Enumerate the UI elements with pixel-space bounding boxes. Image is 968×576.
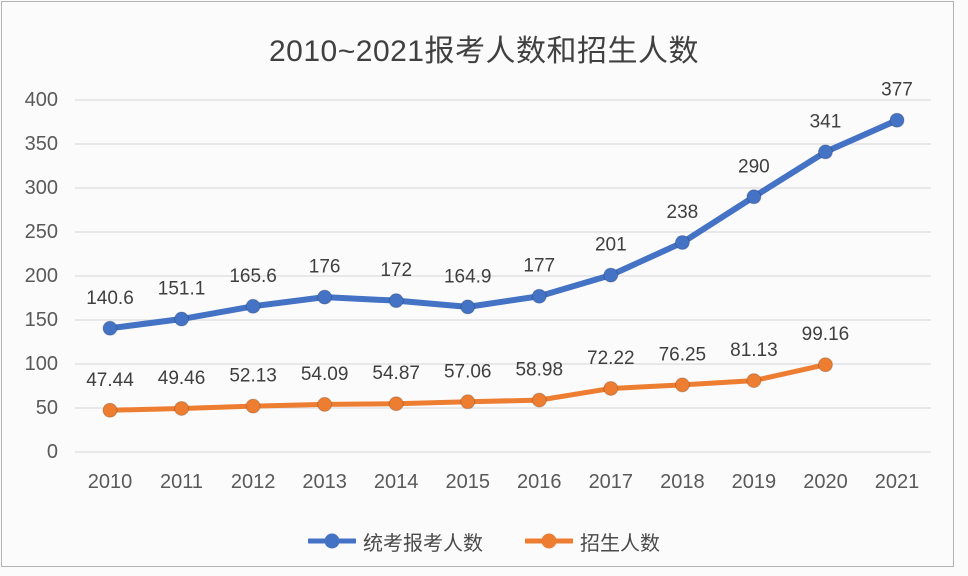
- data-point-marker: [460, 299, 476, 315]
- data-point-label: 52.13: [229, 366, 277, 387]
- data-point-label: 47.44: [86, 370, 134, 391]
- data-point-label: 81.13: [730, 340, 778, 361]
- data-point-marker: [388, 293, 404, 309]
- x-tick-label: 2010: [88, 471, 133, 493]
- x-tick-label: 2013: [302, 471, 347, 493]
- data-point-label: 49.46: [158, 368, 206, 389]
- chart-legend: 统考报考人数 招生人数: [0, 524, 968, 558]
- legend-line-marker-swatch: [525, 533, 573, 549]
- data-point-marker: [317, 396, 333, 412]
- data-point-label: 140.6: [86, 288, 134, 309]
- data-point-marker: [317, 289, 333, 305]
- data-point-marker: [817, 357, 833, 373]
- data-point-label: 290: [738, 156, 770, 177]
- data-point-label: 57.06: [444, 361, 492, 382]
- y-tick-label: 250: [25, 221, 58, 243]
- data-point-label: 151.1: [158, 279, 206, 300]
- data-point-label: 177: [523, 256, 555, 277]
- y-tick-label: 50: [36, 397, 58, 419]
- data-point-marker: [245, 398, 261, 414]
- data-point-marker: [746, 373, 762, 389]
- chart-title: 2010~2021报考人数和招生人数: [269, 35, 699, 68]
- data-point-label: 54.09: [301, 364, 349, 385]
- data-point-marker: [889, 112, 905, 128]
- data-point-marker: [174, 311, 190, 327]
- data-point-marker: [102, 402, 118, 418]
- x-tick-label: 2019: [732, 471, 777, 493]
- data-point-marker: [174, 400, 190, 416]
- data-point-label: 54.87: [372, 363, 420, 384]
- data-point-label: 72.22: [587, 348, 635, 369]
- data-point-label: 341: [810, 111, 842, 132]
- chart-frame: [1, 1, 954, 567]
- data-point-marker: [102, 320, 118, 336]
- data-point-marker: [460, 394, 476, 410]
- y-tick-label: 350: [25, 133, 58, 155]
- x-tick-label: 2021: [875, 471, 920, 493]
- data-point-marker: [388, 396, 404, 412]
- data-point-label: 176: [309, 257, 341, 278]
- data-point-marker: [603, 380, 619, 396]
- legend-marker: [324, 533, 340, 549]
- data-point-label: 165.6: [229, 266, 277, 287]
- data-point-marker: [674, 377, 690, 393]
- x-tick-label: 2012: [231, 471, 276, 493]
- legend-item: 统考报考人数: [308, 527, 483, 556]
- y-tick-label: 0: [47, 441, 58, 463]
- legend-item: 招生人数: [525, 527, 660, 556]
- data-point-label: 76.25: [659, 344, 707, 365]
- x-tick-label: 2020: [803, 471, 848, 493]
- x-tick-label: 2014: [374, 471, 419, 493]
- data-point-marker: [245, 298, 261, 314]
- data-point-marker: [674, 235, 690, 251]
- y-tick-label: 300: [25, 177, 58, 199]
- y-tick-label: 100: [25, 353, 58, 375]
- data-point-marker: [817, 144, 833, 160]
- y-tick-label: 150: [25, 309, 58, 331]
- data-point-label: 164.9: [444, 266, 492, 287]
- legend-label: 统考报考人数: [363, 532, 483, 555]
- data-point-label: 238: [667, 202, 699, 223]
- legend-marker: [541, 533, 557, 549]
- data-point-marker: [746, 189, 762, 205]
- x-tick-label: 2017: [589, 471, 634, 493]
- data-point-label: 172: [380, 260, 412, 281]
- y-tick-label: 400: [25, 89, 58, 111]
- y-tick-label: 200: [25, 265, 58, 287]
- data-point-label: 99.16: [802, 324, 850, 345]
- x-tick-label: 2018: [660, 471, 705, 493]
- legend-line-marker-swatch: [308, 533, 356, 549]
- x-tick-label: 2011: [160, 471, 203, 493]
- x-tick-label: 2016: [517, 471, 562, 493]
- series-line: [107, 117, 900, 332]
- legend-label: 招生人数: [580, 532, 660, 555]
- data-point-label: 201: [595, 235, 627, 256]
- data-point-label: 377: [881, 80, 913, 101]
- data-point-label: 58.98: [515, 360, 563, 381]
- x-tick-label: 2015: [445, 471, 490, 493]
- data-point-marker: [603, 267, 619, 283]
- data-point-marker: [531, 392, 547, 408]
- data-point-marker: [531, 288, 547, 304]
